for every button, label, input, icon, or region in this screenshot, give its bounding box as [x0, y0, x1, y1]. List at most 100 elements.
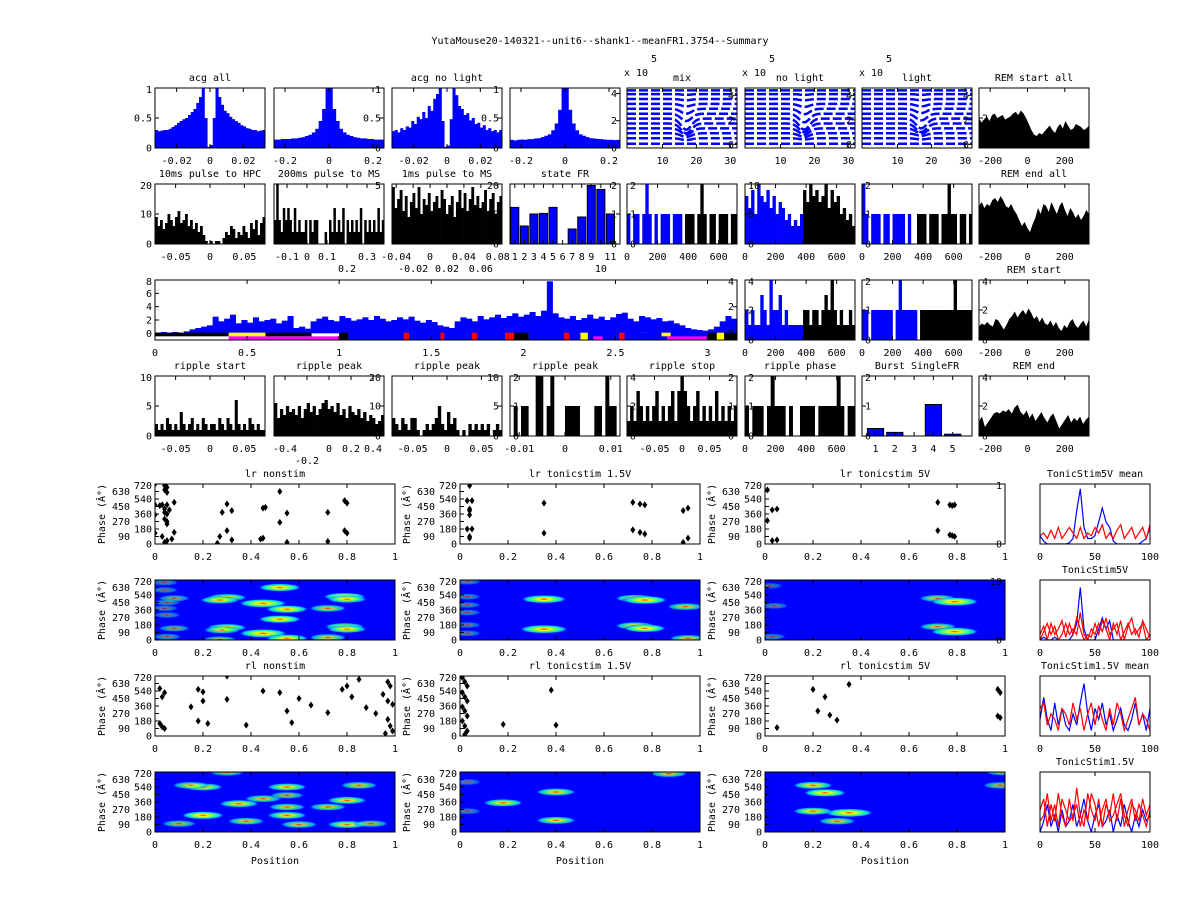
histogram-bar: [215, 430, 219, 436]
histogram-bar: [289, 220, 292, 244]
histogram-bar: [568, 109, 573, 148]
y-tick-label: 0: [493, 432, 499, 443]
y-tick-label: 0: [493, 144, 499, 155]
scatter-point: [188, 703, 194, 711]
histogram-bar: [935, 214, 939, 244]
histogram-bar: [491, 193, 495, 244]
histogram-bar: [204, 424, 208, 436]
plot-area: [1040, 488, 1150, 544]
histogram-bar: [207, 430, 211, 436]
histogram-bar: [947, 184, 951, 244]
histogram-bar: [513, 406, 518, 436]
histogram-bar: [660, 214, 664, 244]
histogram-bar: [280, 232, 284, 244]
x-tick-label: 0.2: [499, 648, 517, 659]
histogram-bar: [642, 214, 646, 244]
histogram-bar: [221, 104, 225, 148]
histogram-bar: [284, 139, 289, 148]
histogram-bar: [312, 406, 316, 436]
histogram-bar: [392, 131, 396, 148]
panel-title: 10ms pulse to HPC: [159, 169, 261, 180]
histogram-bar: [784, 310, 789, 340]
heatmap-blob: [181, 811, 225, 820]
histogram-bar: [232, 119, 236, 148]
panel-title: acg all: [189, 73, 231, 84]
axes-frame: [744, 87, 856, 149]
histogram-bar: [346, 220, 350, 244]
histogram-bar: [425, 205, 429, 244]
histogram-bar: [652, 406, 656, 436]
histogram-bar: [453, 418, 457, 436]
scatter-point: [164, 484, 170, 491]
state-segment: [265, 332, 312, 337]
histogram-bar: [427, 106, 431, 148]
histogram-bar: [495, 424, 500, 436]
waveform-trace: [862, 107, 972, 115]
heatmap-blob: [308, 633, 347, 640]
histogram-bar: [468, 424, 472, 436]
histogram-bar: [790, 325, 795, 340]
x-tick-label: 0.4: [547, 552, 565, 563]
scatter-point: [774, 505, 780, 513]
bar: [596, 188, 606, 244]
state-segment: [716, 332, 725, 340]
histogram-bar: [700, 184, 704, 244]
y-tick-label: 450: [722, 502, 740, 513]
histogram-bar: [839, 310, 844, 340]
histogram-bar: [298, 220, 301, 244]
x-axis-label: Position: [251, 856, 299, 867]
plot-area: [745, 376, 855, 436]
histogram-bar: [218, 418, 222, 436]
histogram-bar: [373, 220, 376, 244]
x-tick-label: 1: [392, 648, 398, 659]
y-tick-label: 360: [744, 606, 762, 617]
histogram-bar: [781, 406, 786, 436]
x-tick-label: 1: [1002, 648, 1008, 659]
histogram-bar: [414, 124, 418, 148]
scatter-point: [469, 497, 475, 505]
y-tick-label: 720: [134, 769, 152, 780]
x-tick-label: 0.2: [499, 744, 517, 755]
heatmap-blob: [765, 633, 787, 640]
histogram-bar: [294, 138, 299, 148]
histogram-bar: [751, 310, 755, 340]
panel-p4c2: 0 0.2 0.4 0.6 0.8 1090180270360450540630720Ph…: [400, 769, 703, 867]
histogram-bar: [576, 406, 580, 436]
histogram-bar: [568, 406, 573, 436]
heatmap-blob: [519, 624, 569, 634]
x-tick-label: 0: [859, 348, 865, 359]
histogram-bar: [839, 214, 844, 244]
plot-area: [392, 88, 502, 148]
x-tick-label: 200: [767, 444, 785, 455]
x-tick-label: 0.6: [900, 744, 918, 755]
histogram-bar: [411, 121, 415, 148]
histogram-bar: [335, 232, 339, 244]
y-tick-label: 720: [744, 577, 762, 588]
line-series: [1040, 522, 1150, 541]
x-tick-label: 100: [1141, 552, 1159, 563]
panel-title: REM start: [1007, 265, 1061, 276]
heatmap-blob: [280, 820, 318, 829]
histogram-bar: [375, 424, 379, 436]
histogram-bar: [190, 112, 194, 148]
heatmap-blob: [155, 580, 179, 586]
scatter-point: [277, 689, 283, 697]
plot-area: [862, 89, 972, 145]
histogram-bar: [453, 217, 457, 244]
histogram-bar: [721, 214, 726, 244]
x-tick-label: 0.4: [547, 648, 565, 659]
x-tick-label: 3: [531, 252, 537, 263]
bar: [586, 185, 596, 244]
x-tick-label: 0.4: [852, 648, 870, 659]
x-tick-label: 400: [914, 252, 932, 263]
histogram-bar: [251, 424, 255, 436]
histogram-bar: [499, 196, 502, 244]
x-tick-label: 600: [945, 252, 963, 263]
figure-title: YutaMouse20-140321--unit6--shank1--meanF…: [431, 36, 769, 47]
histogram-bar: [402, 319, 409, 334]
x-tick-label: -0.05: [161, 252, 191, 263]
histogram-bar: [377, 208, 380, 244]
heatmap-blob: [669, 634, 700, 640]
